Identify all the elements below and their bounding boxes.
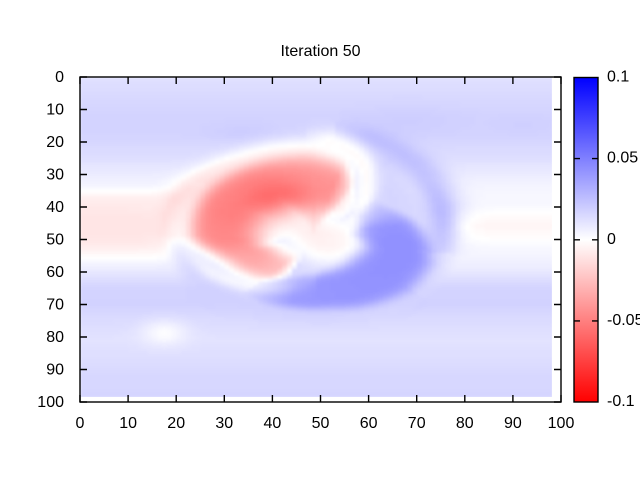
svg-text:20: 20 (167, 415, 185, 432)
svg-text:0.1: 0.1 (607, 69, 629, 86)
svg-text:-0.05: -0.05 (607, 312, 640, 329)
svg-text:60: 60 (360, 415, 378, 432)
svg-text:90: 90 (46, 362, 64, 379)
svg-text:50: 50 (312, 415, 330, 432)
svg-text:Iteration 50: Iteration 50 (280, 43, 360, 60)
svg-text:70: 70 (408, 415, 426, 432)
svg-text:10: 10 (46, 102, 64, 119)
svg-text:60: 60 (46, 264, 64, 281)
svg-text:30: 30 (46, 167, 64, 184)
svg-text:80: 80 (46, 329, 64, 346)
svg-text:40: 40 (264, 415, 282, 432)
svg-text:30: 30 (215, 415, 233, 432)
svg-text:100: 100 (37, 394, 64, 411)
svg-text:100: 100 (548, 415, 575, 432)
svg-text:10: 10 (119, 415, 137, 432)
svg-text:40: 40 (46, 199, 64, 216)
svg-text:0: 0 (607, 231, 616, 248)
svg-text:0.05: 0.05 (607, 150, 638, 167)
svg-text:80: 80 (456, 415, 474, 432)
svg-text:70: 70 (46, 297, 64, 314)
svg-text:0: 0 (76, 415, 85, 432)
svg-text:-0.1: -0.1 (607, 393, 635, 410)
svg-text:20: 20 (46, 134, 64, 151)
svg-text:50: 50 (46, 232, 64, 249)
svg-text:90: 90 (504, 415, 522, 432)
svg-text:0: 0 (55, 69, 64, 86)
